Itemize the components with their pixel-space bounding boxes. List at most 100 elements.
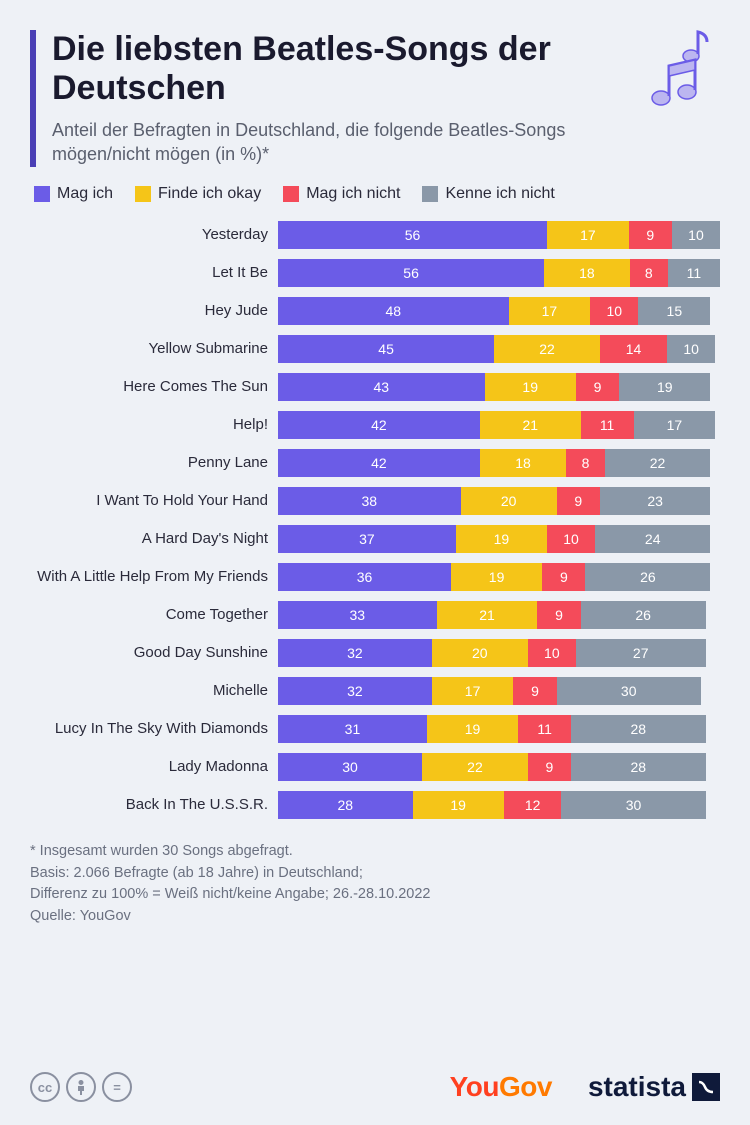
bar-track: 45221410 [278, 335, 720, 363]
legend-label: Kenne ich nicht [445, 185, 554, 203]
cc-badge-icon: cc [30, 1072, 60, 1102]
bar-segment: 15 [638, 297, 710, 325]
bar-segment: 42 [278, 449, 480, 477]
bar-segment: 31 [278, 715, 427, 743]
bar-segment: 9 [528, 753, 571, 781]
bar-track: 3217930 [278, 677, 720, 705]
bar-segment: 11 [518, 715, 571, 743]
chart-row: Yellow Submarine45221410 [30, 333, 720, 365]
bar-segment: 17 [432, 677, 514, 705]
bar-segment: 19 [619, 373, 710, 401]
bar-segment: 24 [595, 525, 710, 553]
chart-row: Let It Be5618811 [30, 257, 720, 289]
bar-segment: 10 [590, 297, 638, 325]
nd-badge-icon: = [102, 1072, 132, 1102]
chart-row: Michelle3217930 [30, 675, 720, 707]
chart-row: Lady Madonna3022928 [30, 751, 720, 783]
bar-segment: 22 [605, 449, 711, 477]
bar-segment: 10 [547, 525, 595, 553]
legend-label: Finde ich okay [158, 185, 261, 203]
header-block: Die liebsten Beatles-Songs der Deutschen… [30, 30, 720, 167]
chart-subtitle: Anteil der Befragten in Deutschland, die… [52, 118, 572, 167]
chart-footnote: * Insgesamt wurden 30 Songs abgefragt. B… [30, 841, 720, 928]
bar-segment: 10 [672, 221, 720, 249]
footnote-line: Basis: 2.066 Befragte (ab 18 Jahre) in D… [30, 863, 720, 885]
bar-segment: 8 [630, 259, 668, 287]
bar-segment: 18 [544, 259, 630, 287]
bar-segment: 9 [629, 221, 672, 249]
song-label: Penny Lane [30, 454, 278, 471]
bar-chart: Yesterday5617910Let It Be5618811Hey Jude… [30, 219, 720, 821]
chart-row: Penny Lane4218822 [30, 447, 720, 479]
bar-segment: 10 [528, 639, 576, 667]
chart-row: Help!42211117 [30, 409, 720, 441]
bar-segment: 21 [480, 411, 581, 439]
song-label: Lucy In The Sky With Diamonds [30, 720, 278, 737]
footnote-line: * Insgesamt wurden 30 Songs abgefragt. [30, 841, 720, 863]
chart-row: With A Little Help From My Friends361992… [30, 561, 720, 593]
chart-row: Here Comes The Sun4319919 [30, 371, 720, 403]
bar-segment: 12 [504, 791, 562, 819]
bar-segment: 26 [585, 563, 710, 591]
bar-segment: 9 [542, 563, 585, 591]
bar-track: 42211117 [278, 411, 720, 439]
bar-track: 31191128 [278, 715, 720, 743]
bar-segment: 30 [278, 753, 422, 781]
bar-track: 37191024 [278, 525, 720, 553]
song-label: Hey Jude [30, 302, 278, 319]
bar-segment: 45 [278, 335, 494, 363]
legend-item: Kenne ich nicht [422, 185, 554, 203]
song-label: Help! [30, 416, 278, 433]
legend-item: Mag ich nicht [283, 185, 400, 203]
chart-legend: Mag ich Finde ich okay Mag ich nicht Kenne … [30, 185, 720, 203]
chart-row: A Hard Day's Night37191024 [30, 523, 720, 555]
chart-row: Come Together3321926 [30, 599, 720, 631]
bar-segment: 19 [427, 715, 518, 743]
bar-segment: 20 [461, 487, 557, 515]
footnote-line: Quelle: YouGov [30, 906, 720, 928]
bar-track: 4218822 [278, 449, 720, 477]
bar-segment: 56 [278, 221, 547, 249]
song-label: Come Together [30, 606, 278, 623]
bar-track: 3619926 [278, 563, 720, 591]
bar-track: 3022928 [278, 753, 720, 781]
bar-segment: 11 [668, 259, 720, 287]
song-label: Back In The U.S.S.R. [30, 796, 278, 813]
song-label: Michelle [30, 682, 278, 699]
legend-item: Mag ich [34, 185, 113, 203]
chart-row: I Want To Hold Your Hand3820923 [30, 485, 720, 517]
bar-segment: 17 [634, 411, 716, 439]
bar-segment: 19 [485, 373, 576, 401]
song-label: Yellow Submarine [30, 340, 278, 357]
bar-segment: 21 [437, 601, 538, 629]
song-label: I Want To Hold Your Hand [30, 492, 278, 509]
bar-segment: 43 [278, 373, 485, 401]
bar-segment: 9 [557, 487, 600, 515]
bar-track: 48171015 [278, 297, 720, 325]
bar-track: 32201027 [278, 639, 720, 667]
bar-segment: 20 [432, 639, 528, 667]
legend-swatch [135, 186, 151, 202]
bar-segment: 28 [571, 715, 706, 743]
chart-row: Yesterday5617910 [30, 219, 720, 251]
statista-label: statista [588, 1071, 686, 1103]
song-label: Yesterday [30, 226, 278, 243]
bar-track: 5617910 [278, 221, 720, 249]
bar-segment: 38 [278, 487, 461, 515]
music-notes-icon [633, 26, 728, 126]
bar-segment: 10 [667, 335, 715, 363]
bar-segment: 9 [537, 601, 580, 629]
legend-swatch [283, 186, 299, 202]
bar-segment: 18 [480, 449, 566, 477]
chart-row: Back In The U.S.S.R.28191230 [30, 789, 720, 821]
bar-segment: 23 [600, 487, 711, 515]
bar-segment: 37 [278, 525, 456, 553]
footnote-line: Differenz zu 100% = Weiß nicht/keine Ang… [30, 884, 720, 906]
bar-segment: 42 [278, 411, 480, 439]
bar-track: 3820923 [278, 487, 720, 515]
bar-segment: 17 [547, 221, 629, 249]
bar-segment: 22 [494, 335, 600, 363]
chart-title: Die liebsten Beatles-Songs der Deutschen [52, 30, 720, 108]
bar-track: 3321926 [278, 601, 720, 629]
bar-segment: 28 [571, 753, 706, 781]
